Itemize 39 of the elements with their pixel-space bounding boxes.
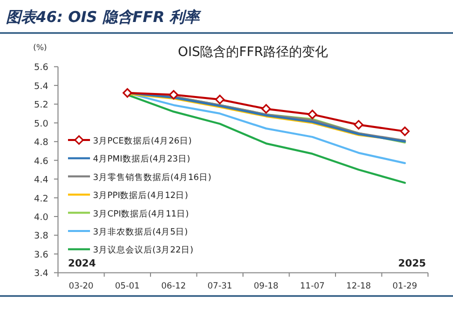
- annotation: 2024: [68, 258, 96, 270]
- annotation: 2025: [398, 258, 426, 270]
- x-tick-label: 01-29: [392, 282, 418, 292]
- point: [215, 94, 225, 104]
- point: [168, 90, 178, 100]
- y-tick-label: 4.6: [34, 156, 49, 167]
- x-tick-label: 07-31: [208, 282, 232, 292]
- y-tick-label: 4.4: [34, 176, 49, 186]
- y-tick-label: 3.6: [34, 250, 49, 260]
- legend-label: 3月议息会议后(3月22日): [93, 244, 194, 256]
- point: [400, 126, 410, 136]
- y-tick-label: 3.4: [34, 269, 49, 280]
- x-tick-label: 12-18: [346, 282, 371, 292]
- y-tick-label: 5.4: [34, 82, 49, 92]
- y-tick-label: 5.2: [34, 100, 48, 111]
- legend-label: 4月PMI数据后(4月23日): [93, 154, 190, 165]
- legend-label: 3月零售销售数据后(4月16日): [93, 172, 212, 183]
- point: [308, 110, 318, 120]
- x-tick-label: 06-12: [161, 282, 186, 292]
- y-tick-label: 4.2: [34, 194, 48, 204]
- x-tick-label: 03-20: [68, 282, 94, 292]
- y-axis-title: (%): [33, 43, 47, 52]
- y-tick-label: 5.0: [34, 119, 49, 130]
- legend-label: 3月PPI数据后(4月12日): [93, 190, 188, 202]
- legend-label: 3月PCE数据后(4月26日): [93, 136, 192, 146]
- y-tick-label: 5.6: [34, 63, 49, 74]
- chart-subtitle: OIS隐含的FFR路径的变化: [178, 45, 328, 60]
- y-tick-label: 4.0: [34, 213, 49, 224]
- x-tick-label: 05-01: [115, 282, 140, 292]
- y-tick-label: 4.8: [34, 138, 49, 148]
- point: [354, 120, 364, 130]
- y-tick-label: 3.8: [34, 232, 49, 242]
- point: [122, 88, 132, 98]
- x-tick-label: 09-18: [254, 282, 278, 292]
- chart-title: 图表46: OIS 隐含FFR 利率: [6, 8, 202, 26]
- x-tick-label: 11-07: [300, 282, 325, 292]
- legend-label: 3月非农数据后(4月5日): [93, 226, 188, 238]
- legend-label: 3月CPI数据后(4月11日): [93, 208, 189, 220]
- point: [261, 104, 271, 114]
